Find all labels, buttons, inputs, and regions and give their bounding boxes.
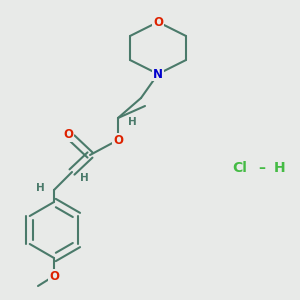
Text: H: H <box>36 183 44 193</box>
Text: O: O <box>63 128 73 142</box>
Text: O: O <box>153 16 163 28</box>
Text: O: O <box>113 134 123 146</box>
Text: H: H <box>128 117 136 127</box>
Text: O: O <box>49 269 59 283</box>
Text: Cl: Cl <box>232 161 247 175</box>
Text: H: H <box>274 161 286 175</box>
Text: H: H <box>80 173 88 183</box>
Text: N: N <box>153 68 163 80</box>
Text: –: – <box>259 161 266 175</box>
